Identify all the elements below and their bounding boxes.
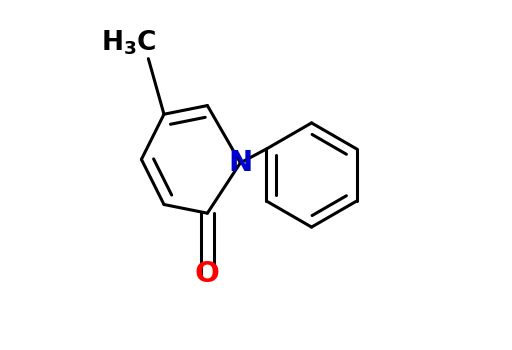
Text: $\mathregular{H_3C}$: $\mathregular{H_3C}$	[101, 29, 157, 57]
Text: N: N	[228, 149, 252, 177]
Text: O: O	[195, 260, 220, 288]
